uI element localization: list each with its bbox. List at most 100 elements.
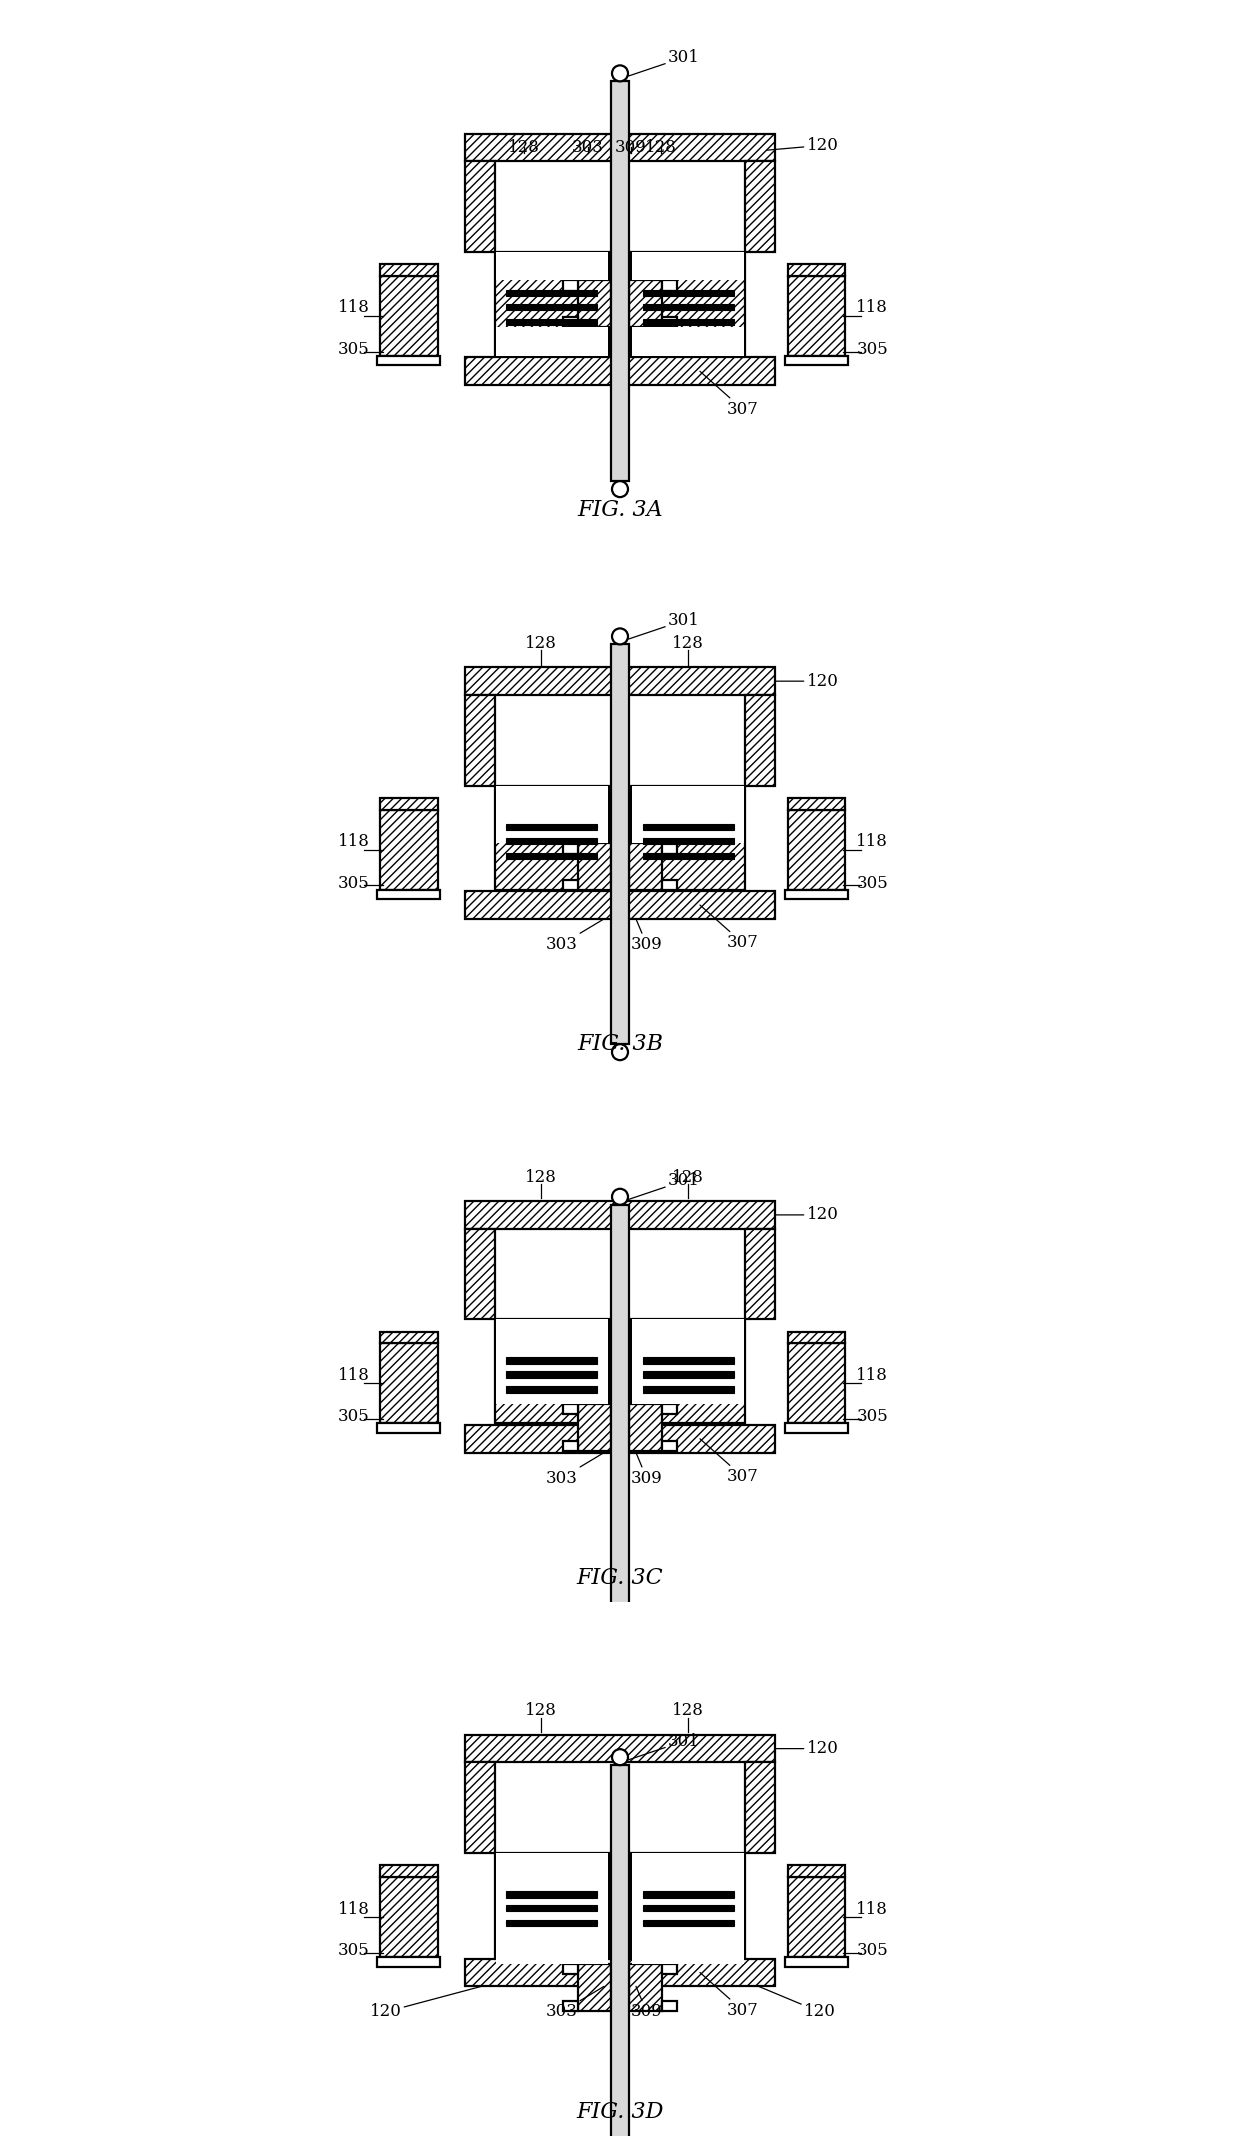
Bar bbox=[563, 880, 578, 891]
Text: 307: 307 bbox=[699, 906, 759, 951]
Text: FIG. 3B: FIG. 3B bbox=[577, 1032, 663, 1056]
Text: 307: 307 bbox=[699, 372, 759, 417]
Bar bbox=[662, 1404, 677, 1415]
Bar bbox=[632, 1319, 744, 1404]
Bar bbox=[787, 1344, 846, 1423]
Text: 118: 118 bbox=[337, 1368, 370, 1385]
Bar bbox=[381, 265, 438, 276]
Bar bbox=[662, 880, 677, 891]
Text: 305: 305 bbox=[337, 342, 370, 359]
Bar bbox=[611, 645, 629, 1045]
Text: 128: 128 bbox=[525, 635, 557, 652]
Bar bbox=[785, 889, 848, 900]
Bar bbox=[578, 844, 611, 891]
Bar bbox=[745, 1229, 775, 1319]
Bar bbox=[496, 1853, 608, 1964]
Text: FIG. 3A: FIG. 3A bbox=[577, 500, 663, 521]
Bar bbox=[506, 1904, 598, 1910]
Bar bbox=[377, 1957, 440, 1966]
Bar bbox=[642, 1891, 734, 1898]
Text: 305: 305 bbox=[337, 1943, 370, 1960]
Text: 301: 301 bbox=[629, 611, 699, 639]
Bar bbox=[632, 327, 744, 357]
Bar bbox=[465, 1229, 495, 1319]
Text: 120: 120 bbox=[370, 1987, 481, 2019]
Bar bbox=[631, 786, 745, 889]
Bar bbox=[662, 844, 677, 853]
Bar bbox=[381, 797, 438, 810]
Text: 305: 305 bbox=[337, 1408, 370, 1425]
Text: 303: 303 bbox=[546, 919, 604, 953]
Text: 118: 118 bbox=[856, 299, 888, 316]
Bar bbox=[381, 1344, 438, 1423]
Text: 118: 118 bbox=[337, 299, 370, 316]
Bar bbox=[629, 1964, 662, 2011]
Text: 128: 128 bbox=[525, 1169, 557, 1186]
Bar bbox=[787, 810, 846, 889]
Text: 120: 120 bbox=[775, 673, 838, 690]
Bar bbox=[785, 1423, 848, 1434]
Bar bbox=[465, 1960, 775, 1987]
Bar bbox=[642, 853, 734, 859]
Bar bbox=[787, 1866, 846, 1876]
Bar bbox=[629, 1404, 662, 1451]
Bar bbox=[506, 318, 598, 325]
Text: 305: 305 bbox=[337, 874, 370, 891]
Bar bbox=[381, 1866, 438, 1876]
Bar bbox=[563, 280, 578, 291]
Bar bbox=[629, 844, 662, 891]
Bar bbox=[578, 1964, 611, 2011]
Bar bbox=[465, 1425, 775, 1453]
Bar bbox=[381, 1876, 438, 1957]
Bar bbox=[563, 1440, 578, 1451]
Bar bbox=[465, 1735, 775, 1763]
Bar bbox=[578, 1404, 611, 1451]
Bar bbox=[563, 1964, 578, 1975]
Bar bbox=[506, 303, 598, 310]
Text: 118: 118 bbox=[337, 833, 370, 851]
Text: FIG. 3D: FIG. 3D bbox=[577, 2101, 663, 2122]
Text: 305: 305 bbox=[857, 1943, 888, 1960]
Bar bbox=[642, 291, 734, 297]
Bar bbox=[465, 891, 775, 919]
Bar bbox=[662, 280, 677, 291]
Bar bbox=[642, 1372, 734, 1378]
Text: 120: 120 bbox=[759, 1987, 836, 2019]
Bar bbox=[506, 853, 598, 859]
Bar bbox=[506, 291, 598, 297]
Circle shape bbox=[613, 66, 627, 81]
Bar bbox=[377, 357, 440, 365]
Bar bbox=[563, 844, 578, 853]
Text: 120: 120 bbox=[766, 137, 838, 154]
Bar bbox=[563, 316, 578, 327]
Bar bbox=[611, 1765, 629, 2137]
Text: 118: 118 bbox=[856, 1368, 888, 1385]
Bar bbox=[495, 1319, 609, 1423]
Text: 309: 309 bbox=[631, 919, 662, 953]
Circle shape bbox=[613, 481, 627, 498]
Text: 305: 305 bbox=[857, 1408, 888, 1425]
Bar bbox=[465, 135, 775, 160]
Text: 118: 118 bbox=[337, 1900, 370, 1917]
Circle shape bbox=[613, 1605, 627, 1620]
Text: 303: 303 bbox=[546, 1987, 604, 2019]
Bar bbox=[629, 280, 662, 327]
Bar bbox=[662, 1964, 677, 1975]
Text: 118: 118 bbox=[856, 1900, 888, 1917]
Bar bbox=[495, 252, 609, 357]
Bar bbox=[506, 1372, 598, 1378]
Circle shape bbox=[613, 628, 627, 645]
Bar bbox=[631, 1319, 745, 1423]
Bar bbox=[642, 303, 734, 310]
Text: 120: 120 bbox=[775, 1207, 838, 1222]
Bar bbox=[785, 357, 848, 365]
Bar bbox=[632, 252, 744, 280]
Text: 128: 128 bbox=[672, 635, 704, 652]
Bar bbox=[506, 838, 598, 844]
Text: 120: 120 bbox=[775, 1740, 838, 1757]
Bar bbox=[642, 838, 734, 844]
Text: 301: 301 bbox=[629, 1173, 699, 1199]
Bar bbox=[495, 786, 609, 889]
Bar bbox=[632, 786, 744, 844]
Bar bbox=[496, 252, 608, 280]
